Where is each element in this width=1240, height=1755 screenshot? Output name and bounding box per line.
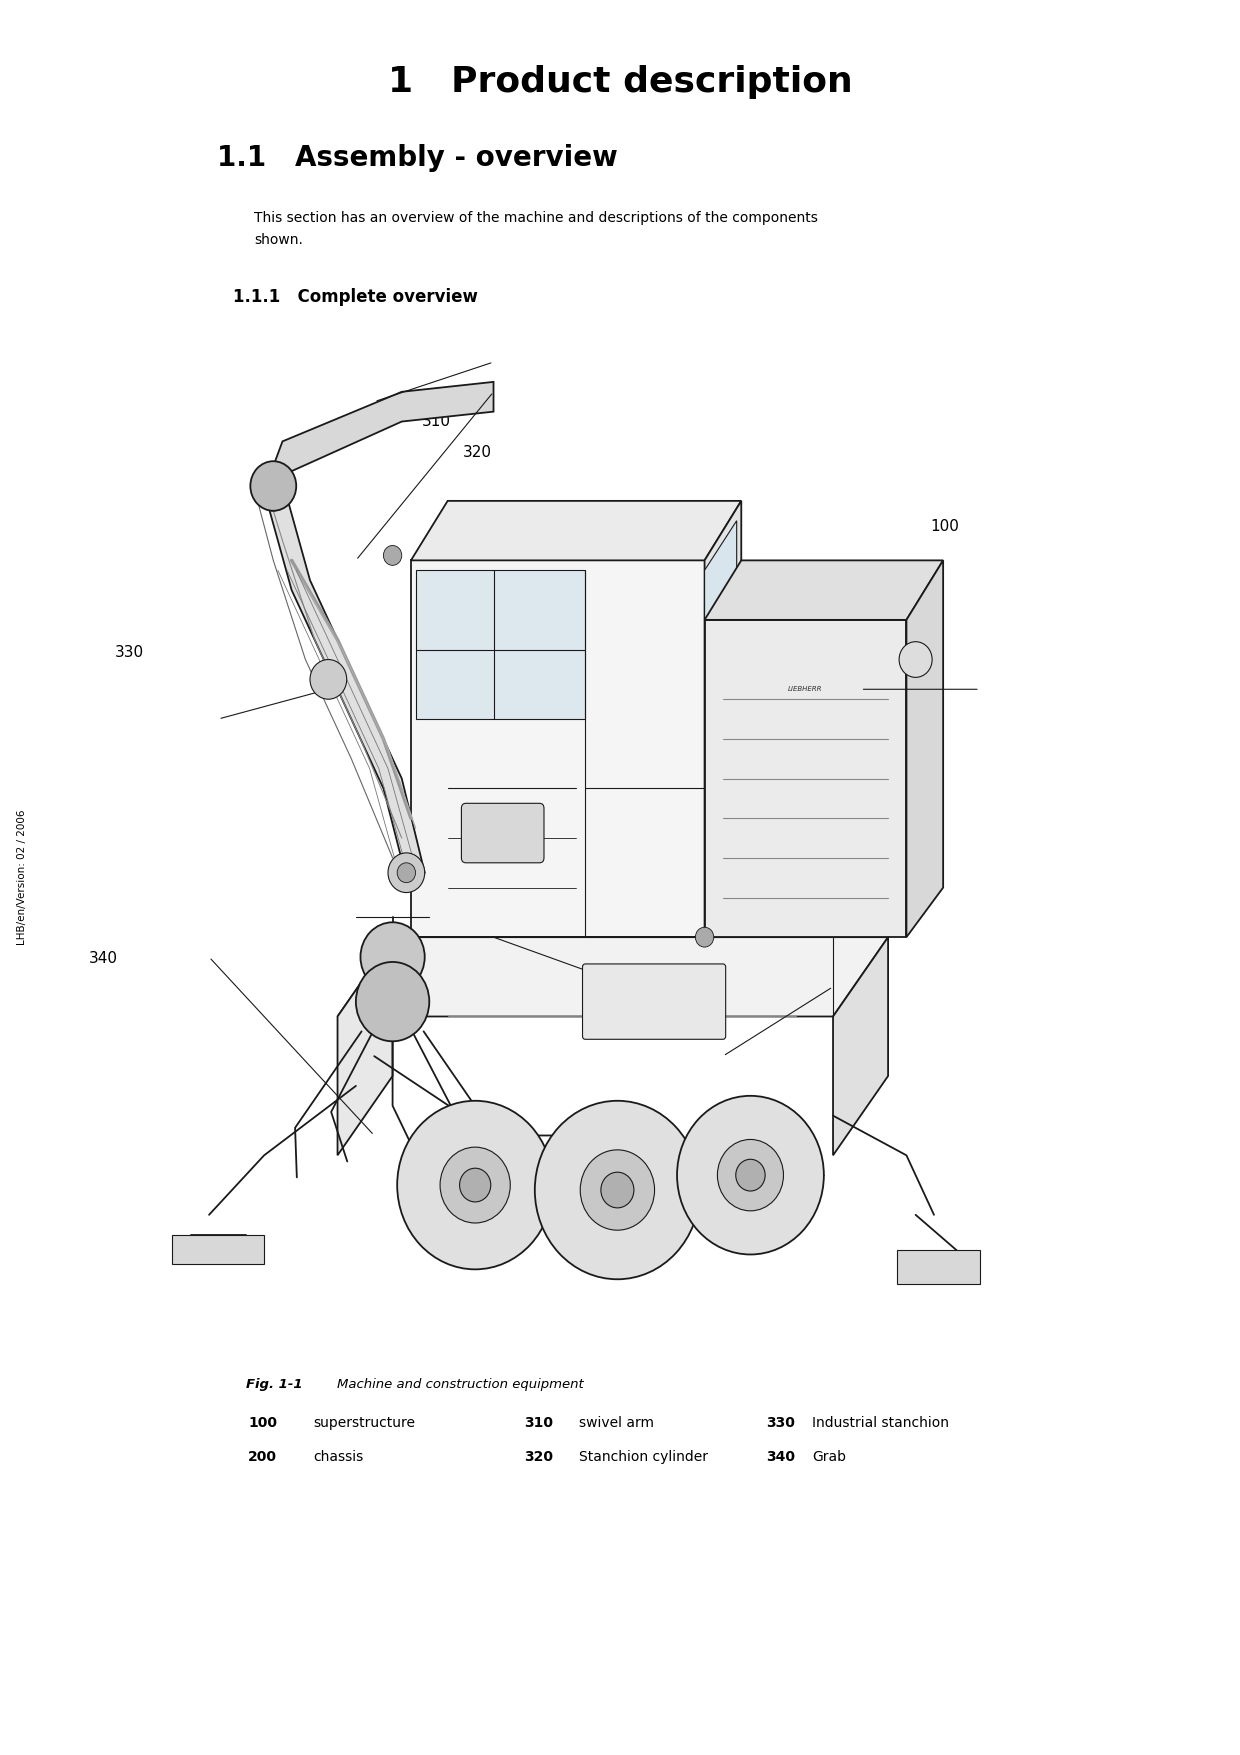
- Circle shape: [534, 1100, 699, 1279]
- Polygon shape: [264, 383, 494, 500]
- Circle shape: [899, 642, 932, 677]
- Circle shape: [255, 470, 291, 511]
- Text: chassis: chassis: [314, 1450, 365, 1464]
- Polygon shape: [410, 560, 704, 937]
- Text: 340: 340: [766, 1450, 795, 1464]
- Circle shape: [250, 462, 296, 511]
- Text: 200: 200: [761, 965, 791, 979]
- Text: Machine and construction equipment: Machine and construction equipment: [320, 1378, 584, 1390]
- Circle shape: [460, 1169, 491, 1202]
- Text: swivel arm: swivel arm: [579, 1416, 653, 1430]
- Polygon shape: [704, 620, 906, 937]
- Text: This section has an overview of the machine and descriptions of the components: This section has an overview of the mach…: [254, 211, 818, 225]
- Circle shape: [361, 923, 424, 992]
- Text: 200: 200: [248, 1450, 277, 1464]
- Polygon shape: [906, 560, 944, 937]
- Circle shape: [718, 1139, 784, 1211]
- Polygon shape: [410, 500, 742, 560]
- Text: 330: 330: [114, 646, 144, 660]
- Circle shape: [383, 546, 402, 565]
- Polygon shape: [704, 521, 737, 720]
- Circle shape: [388, 853, 424, 893]
- Text: 310: 310: [525, 1416, 553, 1430]
- Text: 320: 320: [463, 446, 492, 460]
- Text: 330: 330: [766, 1416, 795, 1430]
- Text: superstructure: superstructure: [314, 1416, 415, 1430]
- Polygon shape: [898, 1250, 980, 1285]
- Text: 340: 340: [88, 951, 118, 965]
- Polygon shape: [264, 481, 424, 878]
- FancyBboxPatch shape: [583, 963, 725, 1039]
- Text: Fig. 1-1: Fig. 1-1: [246, 1378, 303, 1390]
- Text: shown.: shown.: [254, 233, 303, 247]
- Polygon shape: [172, 1236, 264, 1264]
- Circle shape: [580, 1150, 655, 1230]
- Text: 320: 320: [525, 1450, 553, 1464]
- Circle shape: [696, 927, 714, 948]
- FancyBboxPatch shape: [461, 804, 544, 863]
- Circle shape: [601, 1172, 634, 1207]
- Circle shape: [440, 1148, 511, 1223]
- Text: LIEBHERR: LIEBHERR: [789, 686, 823, 691]
- Polygon shape: [415, 570, 585, 720]
- Polygon shape: [704, 500, 742, 937]
- Text: Grab: Grab: [812, 1450, 846, 1464]
- Polygon shape: [833, 937, 888, 1155]
- Text: 100: 100: [248, 1416, 277, 1430]
- Circle shape: [397, 1100, 553, 1269]
- Text: Industrial stanchion: Industrial stanchion: [812, 1416, 949, 1430]
- Circle shape: [735, 1160, 765, 1192]
- Text: 310: 310: [422, 414, 451, 428]
- Polygon shape: [704, 560, 944, 620]
- Polygon shape: [337, 937, 393, 1155]
- Circle shape: [310, 660, 347, 698]
- Circle shape: [677, 1095, 823, 1255]
- Circle shape: [397, 863, 415, 883]
- Text: Stanchion cylinder: Stanchion cylinder: [579, 1450, 708, 1464]
- Polygon shape: [337, 937, 888, 1016]
- Text: 100: 100: [930, 519, 960, 534]
- Text: 1.1.1   Complete overview: 1.1.1 Complete overview: [233, 288, 477, 305]
- Circle shape: [356, 962, 429, 1041]
- Text: LHB/en/Version: 02 / 2006: LHB/en/Version: 02 / 2006: [17, 809, 27, 946]
- Text: 1   Product description: 1 Product description: [388, 65, 852, 98]
- Text: 1.1   Assembly - overview: 1.1 Assembly - overview: [217, 144, 618, 172]
